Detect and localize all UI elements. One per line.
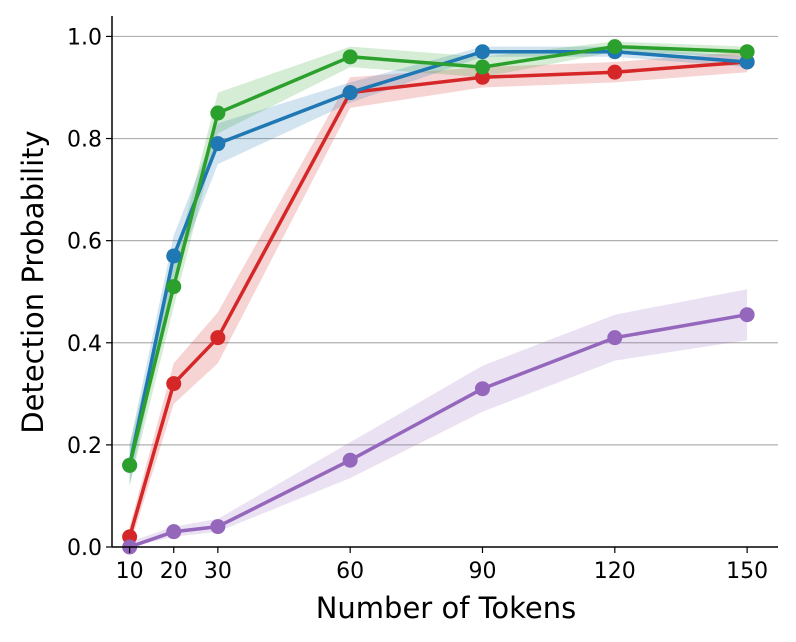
data-point: [342, 452, 358, 468]
data-point: [166, 524, 182, 540]
data-point: [607, 39, 623, 55]
data-point: [474, 381, 490, 397]
y-axis-title: Detection Probability: [16, 130, 50, 433]
x-tick-label: 30: [204, 559, 232, 584]
data-point: [342, 85, 358, 101]
x-tick-labels: 10 20 30 60 90 120 150: [116, 547, 768, 584]
x-tick-label: 120: [594, 559, 636, 584]
x-axis-title: Number of Tokens: [316, 591, 577, 625]
y-tick-label: 0.4: [67, 332, 102, 357]
y-tick-label: 0.2: [67, 434, 102, 459]
data-point: [210, 136, 226, 152]
confidence-bands: [129, 41, 748, 547]
series-points: [122, 39, 755, 555]
data-point: [210, 105, 226, 121]
data-point: [342, 49, 358, 65]
axes: [111, 16, 778, 548]
data-point: [166, 376, 182, 392]
data-point: [474, 44, 490, 60]
data-point: [607, 64, 623, 80]
y-tick-label: 0.8: [67, 128, 102, 153]
data-point: [210, 519, 226, 535]
y-tick-label: 1.0: [67, 25, 102, 50]
y-tick-label: 0.6: [67, 230, 102, 255]
data-point: [739, 307, 755, 323]
data-point: [166, 248, 182, 264]
data-point: [210, 330, 226, 346]
confidence-band: [129, 289, 748, 547]
y-tick-label: 0.0: [67, 536, 102, 561]
data-point: [607, 330, 623, 346]
x-tick-label: 90: [468, 559, 496, 584]
x-tick-label: 10: [116, 559, 144, 584]
data-point: [739, 44, 755, 60]
y-tick-labels: 0.0 0.2 0.4 0.6 0.8 1.0: [67, 25, 112, 561]
data-point: [474, 59, 490, 75]
data-point: [122, 457, 138, 473]
grid-lines: [112, 35, 778, 446]
x-tick-label: 150: [726, 559, 768, 584]
x-tick-label: 20: [160, 559, 188, 584]
data-point: [166, 279, 182, 295]
x-tick-label: 60: [336, 559, 364, 584]
